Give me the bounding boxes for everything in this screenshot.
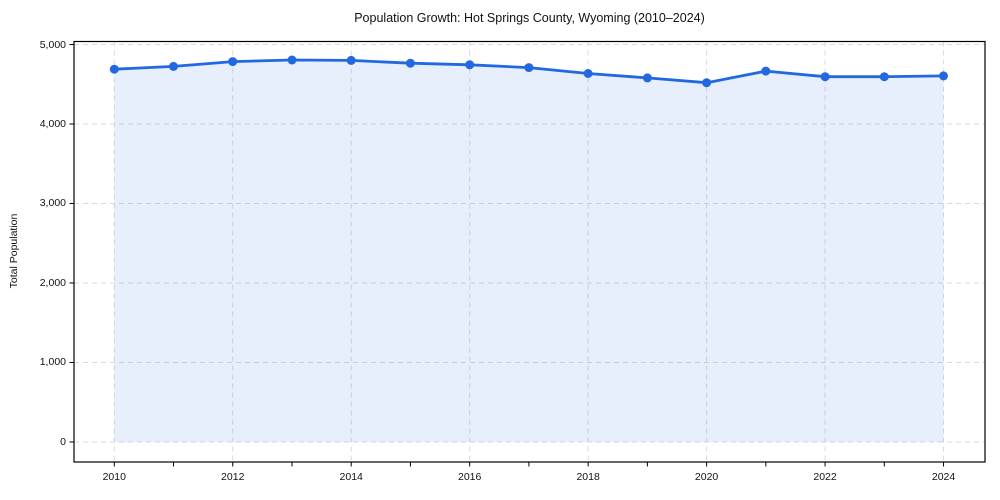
- series-area-fill: [114, 60, 944, 442]
- x-tick-label: 2018: [576, 471, 600, 483]
- data-point-marker: [820, 72, 830, 82]
- y-tick-label: 2,000: [39, 276, 66, 289]
- data-point-marker: [761, 66, 771, 76]
- y-tick-label: 4,000: [39, 118, 66, 130]
- y-tick-label: 0: [60, 435, 66, 448]
- data-point-marker: [702, 78, 712, 88]
- x-tick-label: 2012: [221, 471, 245, 483]
- y-tick-label: 5,000: [39, 38, 66, 51]
- y-tick-label: 1,000: [39, 356, 66, 369]
- data-point-marker: [287, 55, 297, 65]
- x-tick-label: 2010: [102, 471, 126, 483]
- x-tick-label: 2020: [694, 471, 719, 483]
- plot-border: [73, 40, 986, 463]
- data-point-marker: [465, 60, 475, 70]
- chart-title: Population Growth: Hot Springs County, W…: [354, 11, 705, 25]
- x-tick-label: 2016: [457, 471, 482, 483]
- data-point-marker: [405, 58, 415, 68]
- data-point-marker: [228, 57, 238, 67]
- x-tick-label: 2022: [813, 471, 837, 483]
- data-point-marker: [642, 73, 652, 83]
- data-point-marker: [879, 72, 889, 82]
- data-point-marker: [939, 71, 948, 81]
- x-tick-label: 2024: [931, 471, 956, 483]
- data-point-marker: [524, 63, 534, 73]
- data-point-marker: [346, 55, 356, 65]
- data-point-marker: [169, 61, 178, 71]
- data-point-marker: [583, 69, 593, 78]
- data-point-marker: [109, 64, 119, 74]
- y-tick-label: 3,000: [39, 197, 66, 210]
- x-tick-label: 2014: [339, 471, 363, 483]
